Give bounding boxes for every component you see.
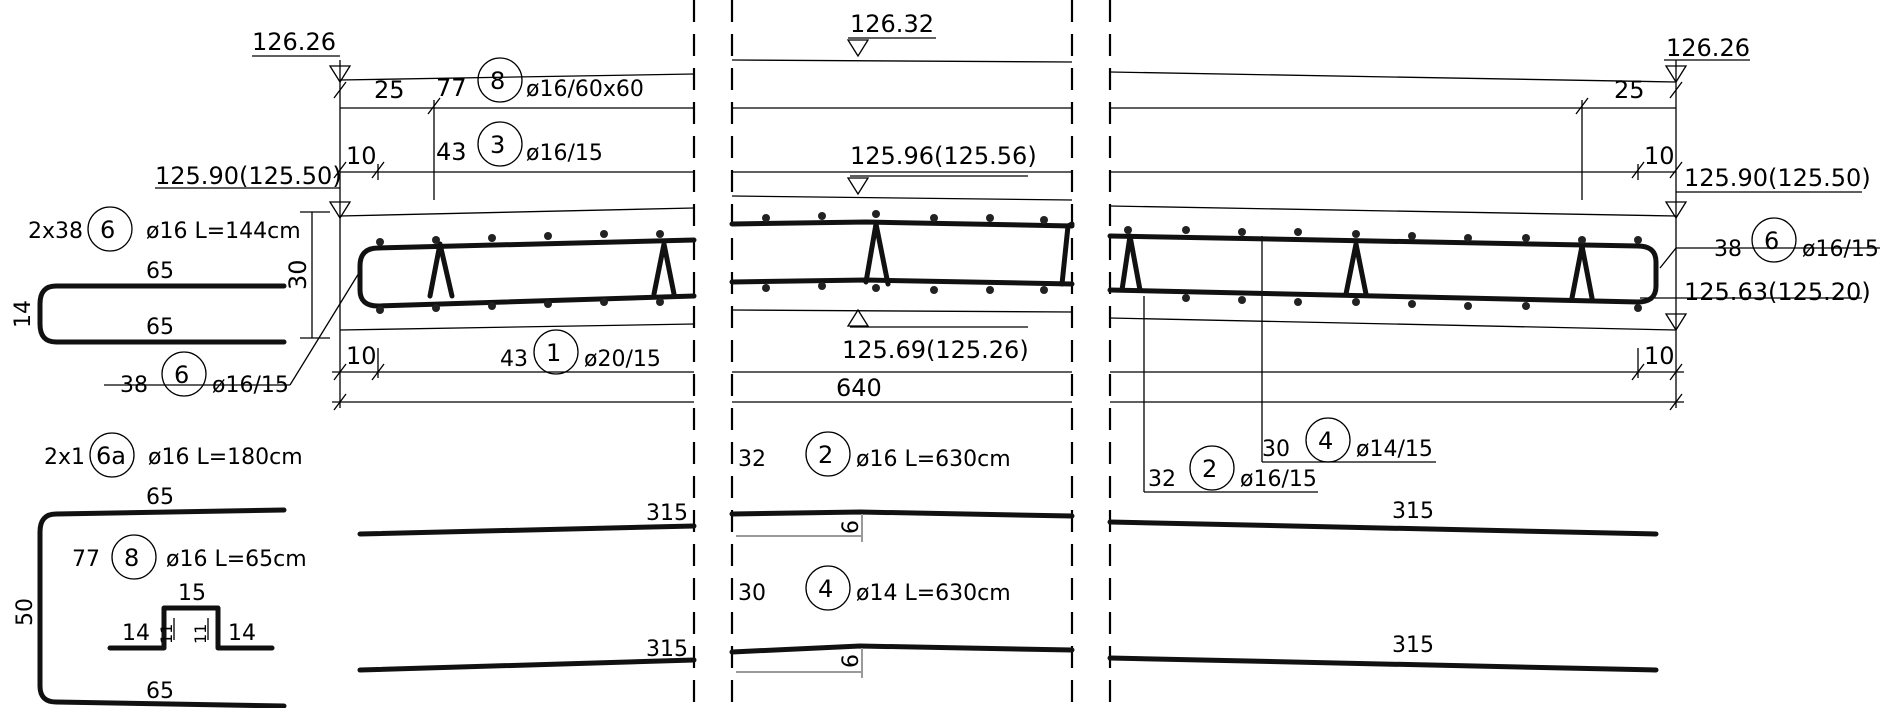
- dim-10-bot-right: 10: [1644, 342, 1675, 370]
- prefix-38-right: 38: [1714, 237, 1742, 262]
- mark-2-long: 2: [818, 441, 833, 469]
- prefix-38-left: 38: [120, 373, 148, 398]
- prefix-30-long: 30: [738, 581, 766, 606]
- mark-3: 3: [490, 131, 505, 159]
- bend-8-top: 15: [178, 581, 206, 606]
- prefix-2x1: 2x1: [44, 445, 85, 470]
- prefix-30-section: 30: [1262, 437, 1290, 462]
- spec-8-shape: ø16 L=65cm: [166, 547, 307, 572]
- bend-6a-top: 65: [146, 485, 174, 510]
- mark-6-right: 6: [1764, 227, 1779, 255]
- bend-6-bottom: 65: [146, 315, 174, 340]
- dim-77-top: 77: [436, 74, 467, 102]
- bar-8-shape: [107, 605, 275, 651]
- bar-mark-circles: [87, 57, 1797, 611]
- dim-315-a: 315: [646, 501, 688, 526]
- section-bar-dots: [376, 210, 1642, 314]
- bar-6a-shape: [37, 507, 287, 709]
- spec-4-section: ø14/15: [1356, 437, 1433, 462]
- mark-2-section: 2: [1202, 455, 1217, 483]
- level-bot-mid: 125.69(125.26): [842, 336, 1029, 364]
- bend-6-height: 14: [11, 300, 36, 328]
- prefix-32-section: 32: [1148, 467, 1176, 492]
- section-break-lines: [692, 0, 1112, 708]
- bend-6a-bottom: 65: [146, 679, 174, 704]
- level-markers: [328, 39, 1688, 332]
- level-top-right: 126.26: [1666, 34, 1750, 62]
- bend-8-rise-left: 11: [157, 624, 176, 644]
- bend-8-rise-right: 11: [191, 624, 210, 644]
- bend-6a-height: 50: [13, 598, 38, 626]
- mark-8-top: 8: [490, 67, 505, 95]
- mark-8-shape: 8: [124, 544, 139, 572]
- dim-10-top-right: 10: [1644, 142, 1675, 170]
- dim-25-left: 25: [374, 76, 405, 104]
- bend-8-leg-left: 14: [122, 621, 150, 646]
- prefix-43-bar1: 43: [500, 347, 528, 372]
- mark-6-left: 6: [174, 361, 189, 389]
- spec-2-long: ø16 L=630cm: [856, 447, 1011, 472]
- mark-6a: 6a: [96, 442, 126, 470]
- spec-6-right: ø16/15: [1802, 237, 1879, 262]
- dim-315-c: 315: [646, 637, 688, 662]
- bend-6-top: 65: [146, 259, 174, 284]
- slab-outline-lines: [104, 37, 1880, 493]
- dim-640: 640: [836, 374, 882, 402]
- prefix-2x38: 2x38: [28, 219, 83, 244]
- level-mid-right: 125.90(125.50): [1684, 164, 1871, 192]
- bend-8-leg-right: 14: [228, 621, 256, 646]
- level-mid-mid: 125.96(125.56): [850, 142, 1037, 170]
- level-bot-right: 125.63(125.20): [1684, 278, 1871, 306]
- dim-6-a: 6: [839, 520, 864, 534]
- dim-6-b: 6: [839, 654, 864, 668]
- dim-315-d: 315: [1392, 633, 1434, 658]
- spec-6-left: ø16/15: [212, 373, 289, 398]
- prefix-32-long: 32: [738, 447, 766, 472]
- level-mid-left: 125.90(125.50): [155, 162, 342, 190]
- spec-6a: ø16 L=180cm: [148, 445, 303, 470]
- dim-43-top: 43: [436, 138, 467, 166]
- mark-4-section: 4: [1318, 427, 1333, 455]
- mark-1: 1: [546, 339, 561, 367]
- spec-8-top: ø16/60x60: [526, 77, 644, 102]
- dim-30: 30: [284, 259, 312, 290]
- dim-25-right: 25: [1614, 76, 1645, 104]
- dim-10-bot-left: 10: [346, 342, 377, 370]
- dim-10-top-left: 10: [346, 142, 377, 170]
- level-top-mid: 126.32: [850, 10, 934, 38]
- spec-3: ø16/15: [526, 141, 603, 166]
- spec-2-section: ø16/15: [1240, 467, 1317, 492]
- bar-6-shape: [37, 283, 287, 345]
- mark-4-long: 4: [818, 575, 833, 603]
- longitudinal-bars: [357, 509, 1659, 678]
- mark-6-shape: 6: [100, 216, 115, 244]
- prefix-77: 77: [72, 547, 100, 572]
- spec-4-long: ø14 L=630cm: [856, 581, 1011, 606]
- section-reinforcement: [357, 219, 1659, 309]
- spec-1: ø20/15: [584, 347, 661, 372]
- spec-6-shape: ø16 L=144cm: [146, 219, 301, 244]
- level-top-left: 126.26: [252, 28, 336, 56]
- dim-315-b: 315: [1392, 499, 1434, 524]
